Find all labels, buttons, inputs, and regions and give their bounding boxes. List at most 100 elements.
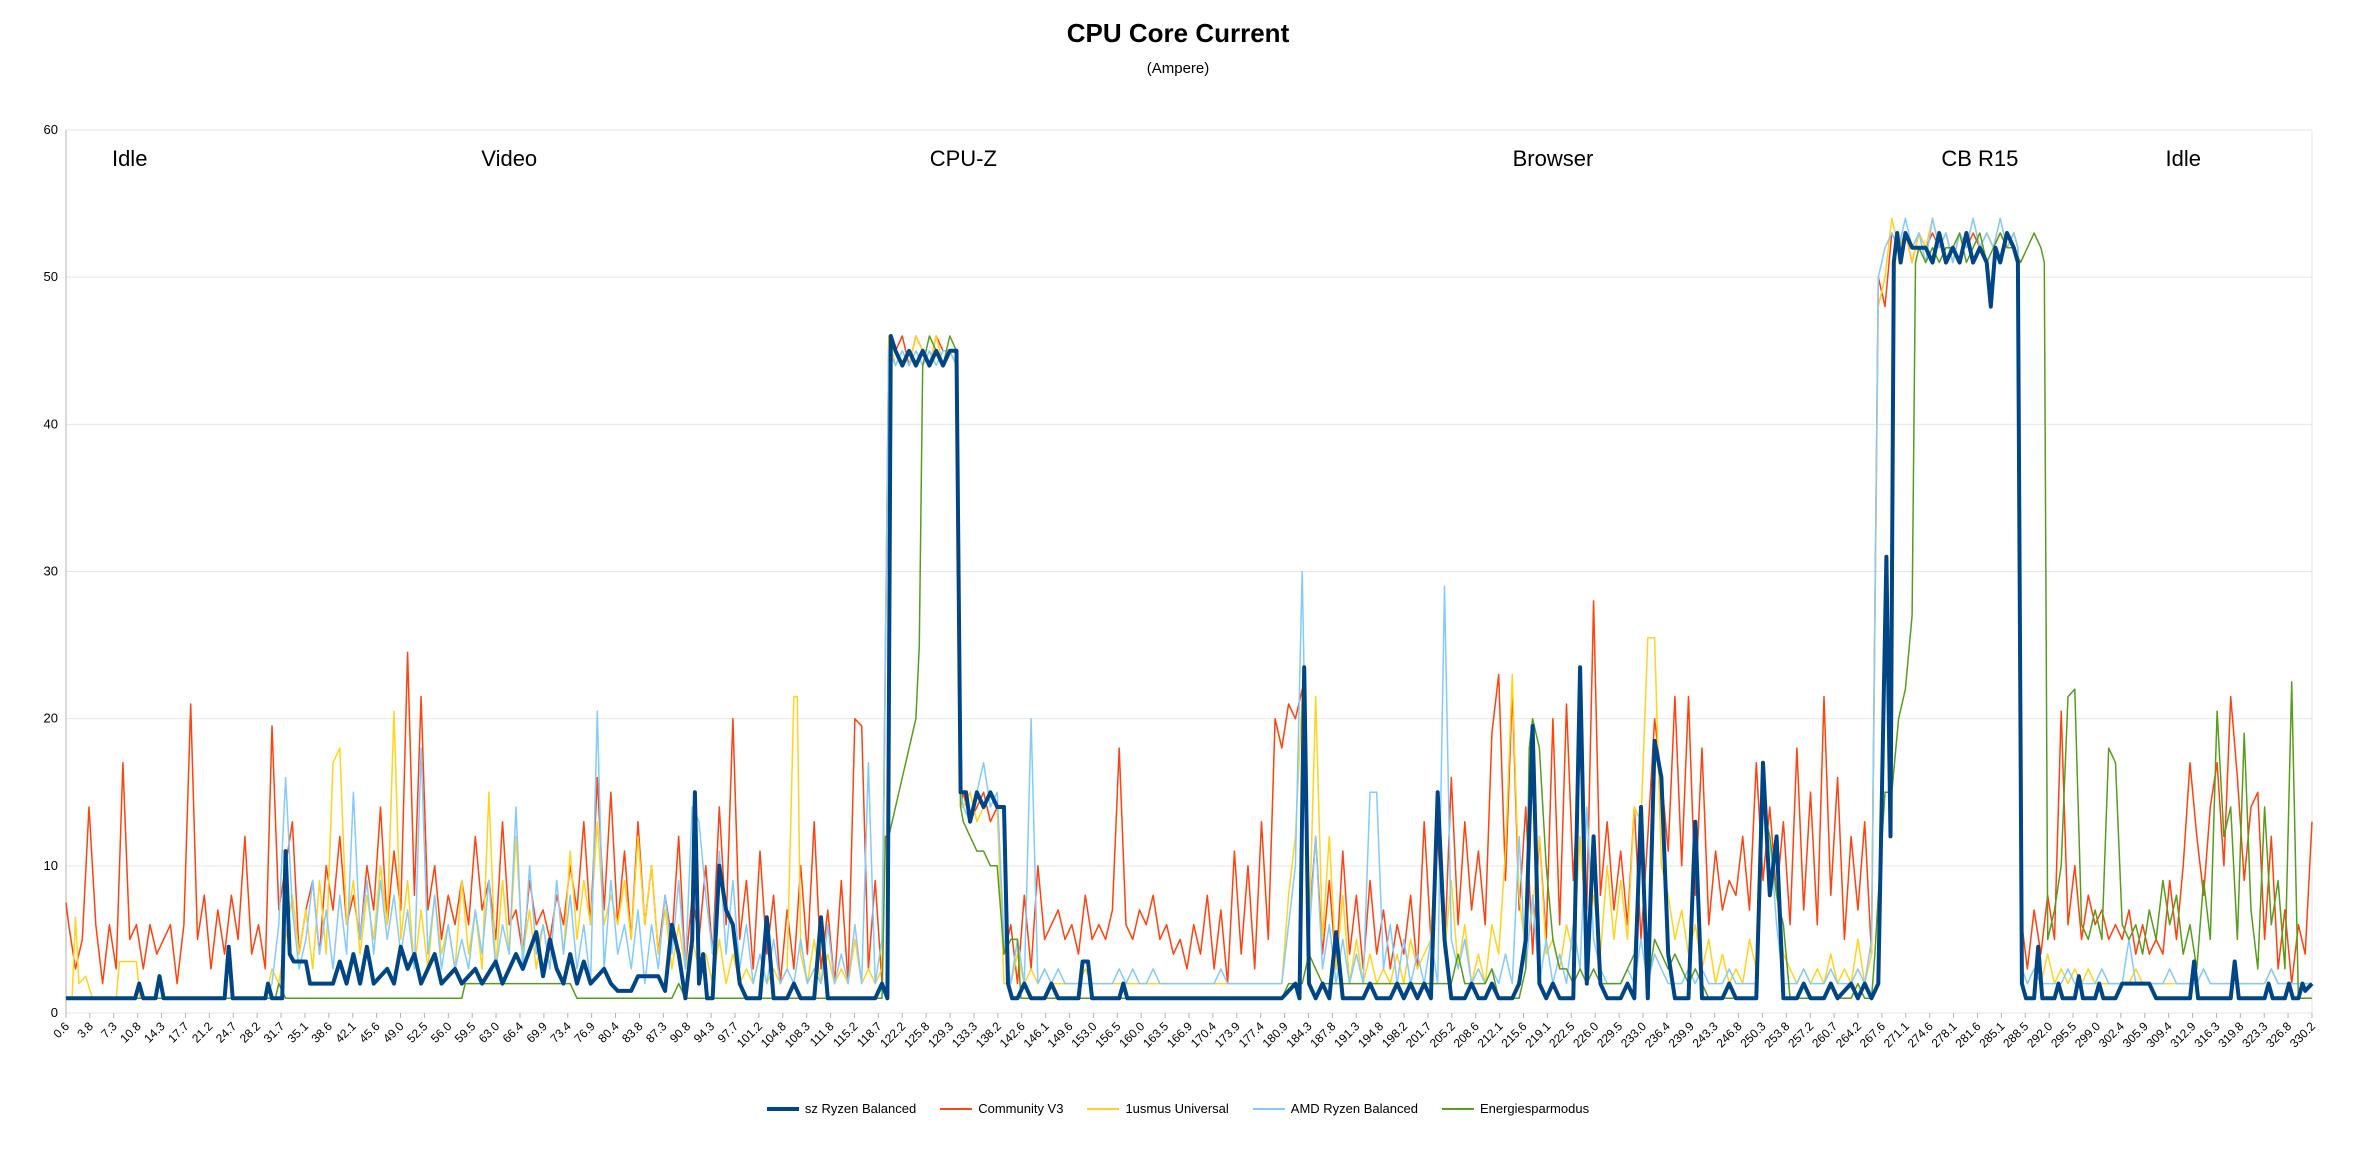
series-line-2 xyxy=(65,232,2313,985)
x-tick-label: 212.1 xyxy=(1475,1019,1506,1050)
x-tick-label: 312.9 xyxy=(2168,1019,2199,1050)
x-tick-label: 229.5 xyxy=(1594,1019,1625,1050)
x-tick-label: 271.1 xyxy=(1881,1019,1912,1050)
x-tick-label: 274.6 xyxy=(1905,1019,1936,1050)
x-tick-label: 87.3 xyxy=(643,1019,670,1046)
legend-label: Community V3 xyxy=(978,1101,1064,1116)
x-tick-label: 73.4 xyxy=(547,1019,574,1046)
x-tick-label: 330.2 xyxy=(2287,1019,2318,1050)
x-tick-label: 149.6 xyxy=(1045,1019,1076,1050)
x-tick-label: 66.4 xyxy=(500,1019,527,1046)
y-tick-label: 60 xyxy=(44,122,58,137)
x-tick-label: 281.6 xyxy=(1952,1019,1983,1050)
x-tick-label: 208.6 xyxy=(1451,1019,1482,1050)
x-tick-label: 111.8 xyxy=(807,1019,837,1049)
x-tick-label: 239.9 xyxy=(1666,1019,1697,1050)
x-tick-label: 309.4 xyxy=(2144,1019,2175,1050)
x-tick-label: 184.3 xyxy=(1283,1019,1314,1050)
x-tick-label: 156.5 xyxy=(1092,1019,1123,1050)
x-tick-label: 302.4 xyxy=(2096,1019,2127,1050)
x-tick-label: 108.3 xyxy=(782,1019,813,1050)
x-tick-label: 10.8 xyxy=(117,1019,144,1046)
x-tick-label: 31.7 xyxy=(261,1019,288,1046)
x-tick-label: 153.0 xyxy=(1068,1019,1099,1050)
phase-label: CPU-Z xyxy=(930,146,997,171)
y-tick-label: 50 xyxy=(44,269,58,284)
x-tick-label: 38.6 xyxy=(309,1019,336,1046)
x-tick-label: 166.9 xyxy=(1164,1019,1195,1050)
x-tick-label: 146.1 xyxy=(1021,1019,1052,1050)
legend-label: 1usmus Universal xyxy=(1125,1101,1229,1116)
y-tick-label: 10 xyxy=(44,858,58,873)
x-tick-label: 316.3 xyxy=(2191,1019,2222,1050)
x-tick-label: 233.0 xyxy=(1618,1019,1649,1050)
legend-item: Energiesparmodus xyxy=(1441,1101,1589,1116)
x-tick-label: 163.5 xyxy=(1140,1019,1171,1050)
x-tick-label: 246.8 xyxy=(1714,1019,1745,1050)
chart-title: CPU Core Current xyxy=(1066,18,1290,48)
x-tick-label: 278.1 xyxy=(1929,1019,1960,1050)
x-tick-label: 253.8 xyxy=(1761,1019,1792,1050)
x-tick-label: 295.5 xyxy=(2048,1019,2079,1050)
legend-swatch xyxy=(766,1106,799,1111)
x-tick-label: 104.8 xyxy=(758,1019,789,1050)
legend-label: sz Ryzen Balanced xyxy=(804,1101,917,1116)
legend-item: sz Ryzen Balanced xyxy=(766,1101,917,1116)
x-tick-label: 205.2 xyxy=(1427,1019,1458,1050)
legend-item: 1usmus Universal xyxy=(1087,1101,1229,1116)
x-tick-label: 160.0 xyxy=(1116,1019,1147,1050)
x-tick-label: 49.0 xyxy=(380,1019,407,1046)
x-tick-label: 142.6 xyxy=(997,1019,1028,1050)
x-tick-label: 299.0 xyxy=(2072,1019,2103,1050)
x-tick-label: 194.8 xyxy=(1355,1019,1386,1050)
x-tick-label: 90.8 xyxy=(667,1019,694,1046)
phase-label: Video xyxy=(481,146,537,171)
x-tick-label: 94.3 xyxy=(691,1019,718,1046)
x-tick-label: 138.2 xyxy=(973,1019,1004,1050)
x-tick-label: 250.3 xyxy=(1737,1019,1768,1050)
x-tick-label: 215.6 xyxy=(1498,1019,1529,1050)
x-tick-label: 173.9 xyxy=(1212,1019,1243,1050)
x-tick-label: 201.7 xyxy=(1403,1019,1434,1050)
legend-swatch xyxy=(1441,1107,1474,1110)
phase-label: CB R15 xyxy=(1941,146,2018,171)
x-tick-label: 80.4 xyxy=(595,1019,622,1046)
x-tick-label: 129.3 xyxy=(925,1019,956,1050)
x-tick-label: 222.5 xyxy=(1546,1019,1577,1050)
x-tick-label: 288.5 xyxy=(2000,1019,2031,1050)
series-line-4 xyxy=(66,217,2312,1000)
x-tick-label: 219.1 xyxy=(1522,1019,1553,1050)
chart-subtitle: (Ampere) xyxy=(1146,60,1210,77)
x-tick-label: 76.9 xyxy=(571,1019,598,1046)
x-tick-label: 118.7 xyxy=(854,1019,885,1050)
x-tick-label: 83.8 xyxy=(619,1019,646,1046)
x-tick-label: 319.8 xyxy=(2215,1019,2246,1050)
x-tick-label: 14.3 xyxy=(141,1019,168,1046)
x-tick-label: 292.0 xyxy=(2024,1019,2055,1050)
phase-label: Idle xyxy=(112,146,147,171)
x-tick-label: 177.4 xyxy=(1236,1019,1267,1050)
x-tick-label: 3.8 xyxy=(74,1019,96,1041)
x-tick-label: 323.3 xyxy=(2239,1019,2270,1050)
legend-item: Community V3 xyxy=(940,1101,1063,1116)
x-tick-label: 24.7 xyxy=(213,1019,240,1046)
phase-label: Browser xyxy=(1513,146,1594,171)
x-tick-label: 326.8 xyxy=(2263,1019,2294,1050)
x-tick-label: 236.4 xyxy=(1642,1019,1673,1050)
x-tick-label: 52.5 xyxy=(404,1019,431,1046)
x-tick-label: 305.9 xyxy=(2120,1019,2151,1050)
series-line-5 xyxy=(66,232,2312,1000)
x-tick-label: 56.0 xyxy=(428,1019,455,1046)
x-tick-label: 187.8 xyxy=(1307,1019,1338,1050)
x-tick-label: 264.2 xyxy=(1833,1019,1864,1050)
x-tick-label: 69.9 xyxy=(524,1019,551,1046)
y-tick-label: 40 xyxy=(44,416,58,431)
x-tick-label: 122.2 xyxy=(877,1019,908,1050)
x-tick-label: 133.3 xyxy=(949,1019,980,1050)
y-tick-label: 30 xyxy=(44,564,58,579)
x-tick-label: 7.3 xyxy=(98,1019,120,1041)
legend-swatch xyxy=(1252,1107,1285,1110)
x-tick-label: 21.2 xyxy=(189,1019,216,1046)
series-lines xyxy=(65,217,2314,1001)
